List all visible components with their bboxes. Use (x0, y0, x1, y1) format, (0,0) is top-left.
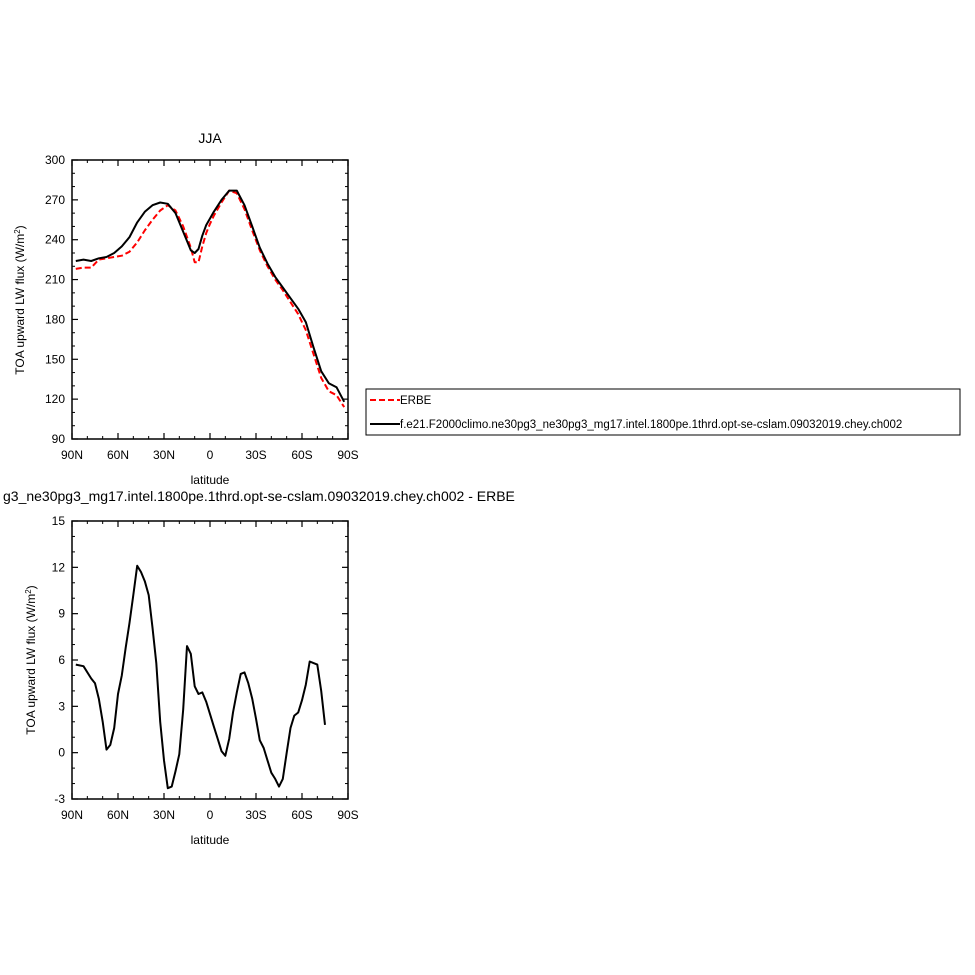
y-tick-label: 180 (45, 312, 65, 326)
top-plot-panel: JJA 90N 60N 30N 0 30S 60S 90S 90 120 150 180 210 240… (13, 130, 359, 487)
top-plot-marks: 90N 60N 30N 0 30S 60S 90S 90 120 150 180 210 240 270 3… (45, 153, 359, 462)
series-line-erbe (75, 189, 346, 408)
legend-label-erbe: ERBE (400, 395, 432, 407)
bottom-plot-marks: 90N 60N 30N 0 30S 60S 90S -3 0 3 6 9 12 15 (52, 514, 359, 822)
legend-box (365, 388, 961, 436)
x-tick-label: 30N (153, 448, 175, 462)
y-tick-label: 270 (45, 193, 65, 207)
top-y-axis-title: TOA upward LW flux (W/m2) (13, 225, 27, 374)
x-tick-label: 90N (61, 808, 83, 822)
x-tick-label: 0 (207, 808, 214, 822)
x-tick-label: 30S (245, 808, 266, 822)
y-tick-label: 15 (52, 514, 66, 528)
y-tick-label: 240 (45, 233, 65, 247)
y-tick-label: 3 (58, 699, 65, 713)
bottom-y-axis-title: TOA upward LW flux (W/m2) (24, 585, 38, 734)
y-tick-label: 12 (52, 560, 66, 574)
top-plot-frame (71, 159, 349, 440)
series-line-difference (75, 564, 326, 790)
y-tick-label: 0 (58, 746, 65, 760)
legend: ERBE f.e21.F2000climo.ne30pg3_ne30pg3_mg… (365, 388, 961, 436)
x-tick-label: 30N (153, 808, 175, 822)
x-tick-label: 90N (61, 448, 83, 462)
y-tick-label: -3 (54, 792, 65, 806)
top-x-axis-title: latitude (191, 473, 230, 487)
x-tick-label: 0 (207, 448, 214, 462)
top-plot-title: JJA (198, 130, 222, 146)
x-tick-label: 60S (291, 808, 312, 822)
y-tick-label: 150 (45, 352, 65, 366)
bottom-plot-title: g3_ne30pg3_mg17.intel.1800pe.1thrd.opt-s… (3, 488, 515, 504)
legend-label-model: f.e21.F2000climo.ne30pg3_ne30pg3_mg17.in… (400, 419, 902, 431)
bottom-x-axis-title: latitude (191, 833, 230, 847)
x-tick-label: 90S (337, 808, 358, 822)
x-tick-label: 90S (337, 448, 358, 462)
y-tick-label: 300 (45, 153, 65, 167)
y-tick-label: 90 (52, 432, 66, 446)
series-line-f (75, 189, 346, 403)
y-tick-label: 9 (58, 607, 65, 621)
bottom-plot-frame (71, 520, 349, 800)
x-tick-label: 30S (245, 448, 266, 462)
x-tick-label: 60N (107, 808, 129, 822)
y-tick-label: 120 (45, 392, 65, 406)
y-tick-label: 210 (45, 273, 65, 287)
bottom-plot-panel: g3_ne30pg3_mg17.intel.1800pe.1thrd.opt-s… (3, 488, 515, 847)
y-tick-label: 6 (58, 653, 65, 667)
x-tick-label: 60S (291, 448, 312, 462)
x-tick-label: 60N (107, 448, 129, 462)
